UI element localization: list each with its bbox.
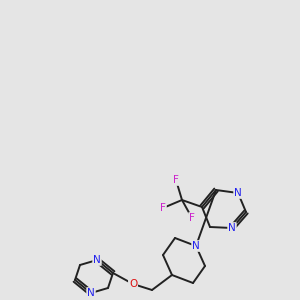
Text: N: N bbox=[192, 241, 200, 251]
Text: F: F bbox=[173, 175, 179, 185]
Text: N: N bbox=[234, 188, 242, 198]
Text: F: F bbox=[189, 213, 195, 223]
Text: N: N bbox=[87, 288, 95, 298]
Text: O: O bbox=[129, 279, 137, 289]
Text: F: F bbox=[160, 203, 166, 213]
Text: N: N bbox=[228, 223, 236, 233]
Text: N: N bbox=[93, 255, 101, 265]
